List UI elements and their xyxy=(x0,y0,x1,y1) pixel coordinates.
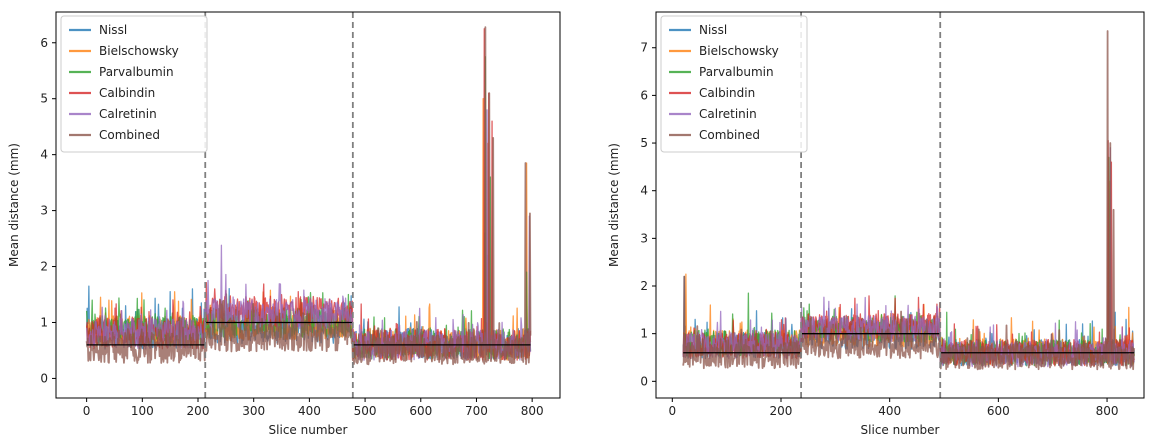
legend: Nissl Bielschowsky Parvalbumin Calbindin Cal… xyxy=(660,15,808,153)
y-axis-label: Mean distance (mm) xyxy=(607,143,621,267)
y-tick-label: 1 xyxy=(40,315,48,329)
chart-2: 0 200 400 600 800 0 1 2 3 4 5 6 7 Slice number Mean di… xyxy=(607,11,1145,437)
x-tick-label: 800 xyxy=(1096,404,1119,418)
x-axis-label: Slice number xyxy=(861,423,940,437)
x-tick-label: 600 xyxy=(409,404,432,418)
x-tick-label: 800 xyxy=(521,404,544,418)
legend-label-bielschowsky: Bielschowsky xyxy=(99,44,179,58)
x-tick-label: 100 xyxy=(131,404,154,418)
x-tick-label: 0 xyxy=(668,404,676,418)
y-tick-label: 0 xyxy=(640,374,648,388)
chart-1: 0 100 200 300 400 500 600 700 800 0 1 2 3 4 5 6 Slice nu… xyxy=(7,11,561,437)
x-tick-label: 700 xyxy=(465,404,488,418)
series-line-combined xyxy=(85,26,532,366)
y-tick-label: 4 xyxy=(40,148,48,162)
legend-label-nissl: Nissl xyxy=(99,23,127,37)
y-tick-label: 1 xyxy=(640,327,648,341)
series-line-combined xyxy=(682,30,1136,371)
y-tick-label: 3 xyxy=(40,204,48,218)
x-tick-label: 600 xyxy=(987,404,1010,418)
legend-label-bielschowsky: Bielschowsky xyxy=(699,44,779,58)
legend-label-combined: Combined xyxy=(699,128,760,142)
legend-label-parvalbumin: Parvalbumin xyxy=(699,65,774,79)
y-tick-label: 4 xyxy=(640,184,648,198)
legend-label-calbindin: Calbindin xyxy=(99,86,155,100)
y-tick-label: 2 xyxy=(640,279,648,293)
plot-frame xyxy=(655,11,1145,399)
y-tick-label: 5 xyxy=(640,136,648,150)
x-tick-label: 300 xyxy=(242,404,265,418)
x-tick-label: 400 xyxy=(298,404,321,418)
y-axis-label: Mean distance (mm) xyxy=(7,143,21,267)
y-tick-label: 2 xyxy=(40,260,48,274)
x-tick-label: 400 xyxy=(878,404,901,418)
y-tick-label: 0 xyxy=(40,371,48,385)
legend-label-calretinin: Calretinin xyxy=(699,107,757,121)
legend-box xyxy=(60,15,208,153)
x-tick-label: 200 xyxy=(187,404,210,418)
x-tick-label: 200 xyxy=(770,404,793,418)
x-axis-label: Slice number xyxy=(269,423,348,437)
y-tick-label: 6 xyxy=(40,36,48,50)
legend-label-calbindin: Calbindin xyxy=(699,86,755,100)
legend-box xyxy=(660,15,808,153)
legend-label-parvalbumin: Parvalbumin xyxy=(99,65,174,79)
x-tick-label: 0 xyxy=(83,404,91,418)
y-tick-label: 6 xyxy=(640,88,648,102)
legend: Nissl Bielschowsky Parvalbumin Calbindin Cal… xyxy=(60,15,208,153)
legend-label-combined: Combined xyxy=(99,128,160,142)
legend-label-calretinin: Calretinin xyxy=(99,107,157,121)
plot-area xyxy=(682,12,1136,398)
y-tick-label: 7 xyxy=(640,41,648,55)
y-tick-label: 3 xyxy=(640,231,648,245)
plot-frame xyxy=(55,11,561,399)
y-tick-label: 5 xyxy=(40,92,48,106)
x-tick-label: 500 xyxy=(354,404,377,418)
legend-label-nissl: Nissl xyxy=(699,23,727,37)
plot-area xyxy=(85,12,532,398)
